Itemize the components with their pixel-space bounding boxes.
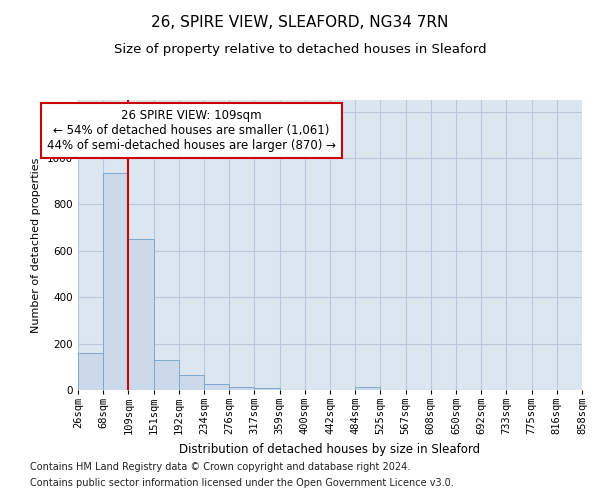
Bar <box>128 239 154 390</box>
Bar <box>179 376 204 390</box>
Text: 26 SPIRE VIEW: 109sqm
← 54% of detached houses are smaller (1,061)
44% of semi-d: 26 SPIRE VIEW: 109sqm ← 54% of detached … <box>47 108 336 152</box>
Bar <box>204 384 229 390</box>
Bar <box>103 173 128 390</box>
Bar <box>254 388 280 390</box>
Bar <box>78 353 103 390</box>
Text: Size of property relative to detached houses in Sleaford: Size of property relative to detached ho… <box>113 42 487 56</box>
Text: Contains HM Land Registry data © Crown copyright and database right 2024.: Contains HM Land Registry data © Crown c… <box>30 462 410 472</box>
X-axis label: Distribution of detached houses by size in Sleaford: Distribution of detached houses by size … <box>179 443 481 456</box>
Bar <box>154 360 179 390</box>
Text: Contains public sector information licensed under the Open Government Licence v3: Contains public sector information licen… <box>30 478 454 488</box>
Text: 26, SPIRE VIEW, SLEAFORD, NG34 7RN: 26, SPIRE VIEW, SLEAFORD, NG34 7RN <box>151 15 449 30</box>
Bar <box>229 387 254 390</box>
Bar <box>355 386 380 390</box>
Y-axis label: Number of detached properties: Number of detached properties <box>31 158 41 332</box>
